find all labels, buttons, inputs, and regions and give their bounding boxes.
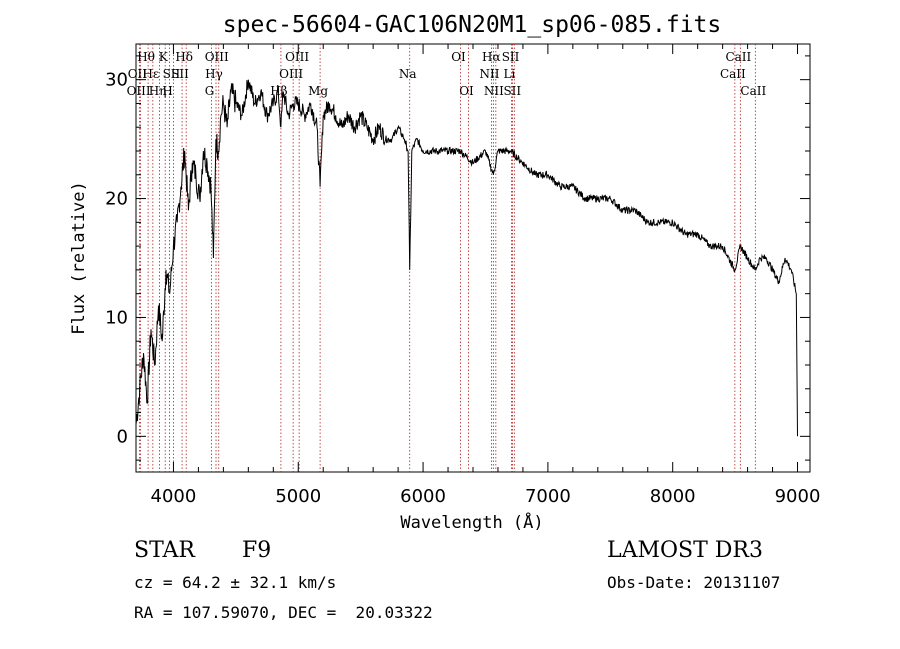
y-tick-label: 10 [105,307,128,328]
emission-line-markers [138,44,756,472]
x-tick-label: 7000 [525,486,571,507]
line-label-18: OI [451,50,466,64]
line-label-3: Hε [143,67,160,81]
x-tick-label: 6000 [400,486,446,507]
line-label-13: OIII [285,50,309,64]
redshift-velocity: cz = 64.2 ± 32.1 km/s [134,573,337,592]
line-label-11: Hγ [205,67,223,81]
line-label-23: SII [502,50,520,64]
line-label-26: CaII [725,50,751,64]
line-label-27: CaII [720,67,746,81]
object-subclass: F9 [242,538,272,563]
x-axis-label: Wavelength (Å) [400,511,543,533]
y-tick-label: 0 [117,426,128,447]
observation-date: Obs-Date: 20131107 [607,573,781,592]
line-label-8: Hδ [175,50,193,64]
line-label-9: SII [171,67,189,81]
sky-coordinates: RA = 107.59070, DEC = 20.03322 [134,603,433,622]
x-tick-label: 9000 [775,486,821,507]
y-tick-label: 20 [105,189,128,210]
line-label-4: Hη [149,84,167,98]
y-axis-label: Flux (relative) [69,181,89,335]
x-tick-label: 8000 [650,486,696,507]
line-label-24: Li [504,67,516,81]
y-tick-label: 30 [105,70,128,91]
emission-line-labels: HθOIIOIIIHεHηKSIIHHδSIIOIIIHγGOIIIOIIIHβ… [127,50,767,98]
object-class: STAR [134,538,195,563]
line-label-0: Hθ [137,50,155,64]
line-label-19: OI [459,84,474,98]
y-axis-ticks: 0 10 20 30 [105,55,810,461]
line-label-12: G [205,84,215,98]
chart-title: spec-56604-GAC106N20M1_sp06-085.fits [223,12,722,38]
survey-name: LAMOST DR3 [607,538,763,563]
line-label-10: OIII [205,50,229,64]
line-label-22: NII [484,84,504,98]
line-label-1: OII [128,67,148,81]
plot-frame [135,43,811,473]
flux-series-line [135,79,798,437]
x-tick-label: 5000 [275,486,321,507]
x-tick-label: 4000 [151,486,197,507]
line-label-20: Hα [482,50,501,64]
line-label-25: SII [503,84,521,98]
line-label-17: Na [399,67,417,81]
line-label-2: OIII [127,84,151,98]
line-label-7: H [162,84,172,98]
line-label-28: CaII [740,84,766,98]
line-label-21: NII [479,67,499,81]
line-label-6: SII [163,67,181,81]
line-label-14: OIII [279,67,303,81]
x-axis-ticks: 4000 5000 6000 7000 8000 9000 [151,44,821,507]
line-label-16: Mg [308,84,328,98]
line-label-5: K [159,50,169,64]
